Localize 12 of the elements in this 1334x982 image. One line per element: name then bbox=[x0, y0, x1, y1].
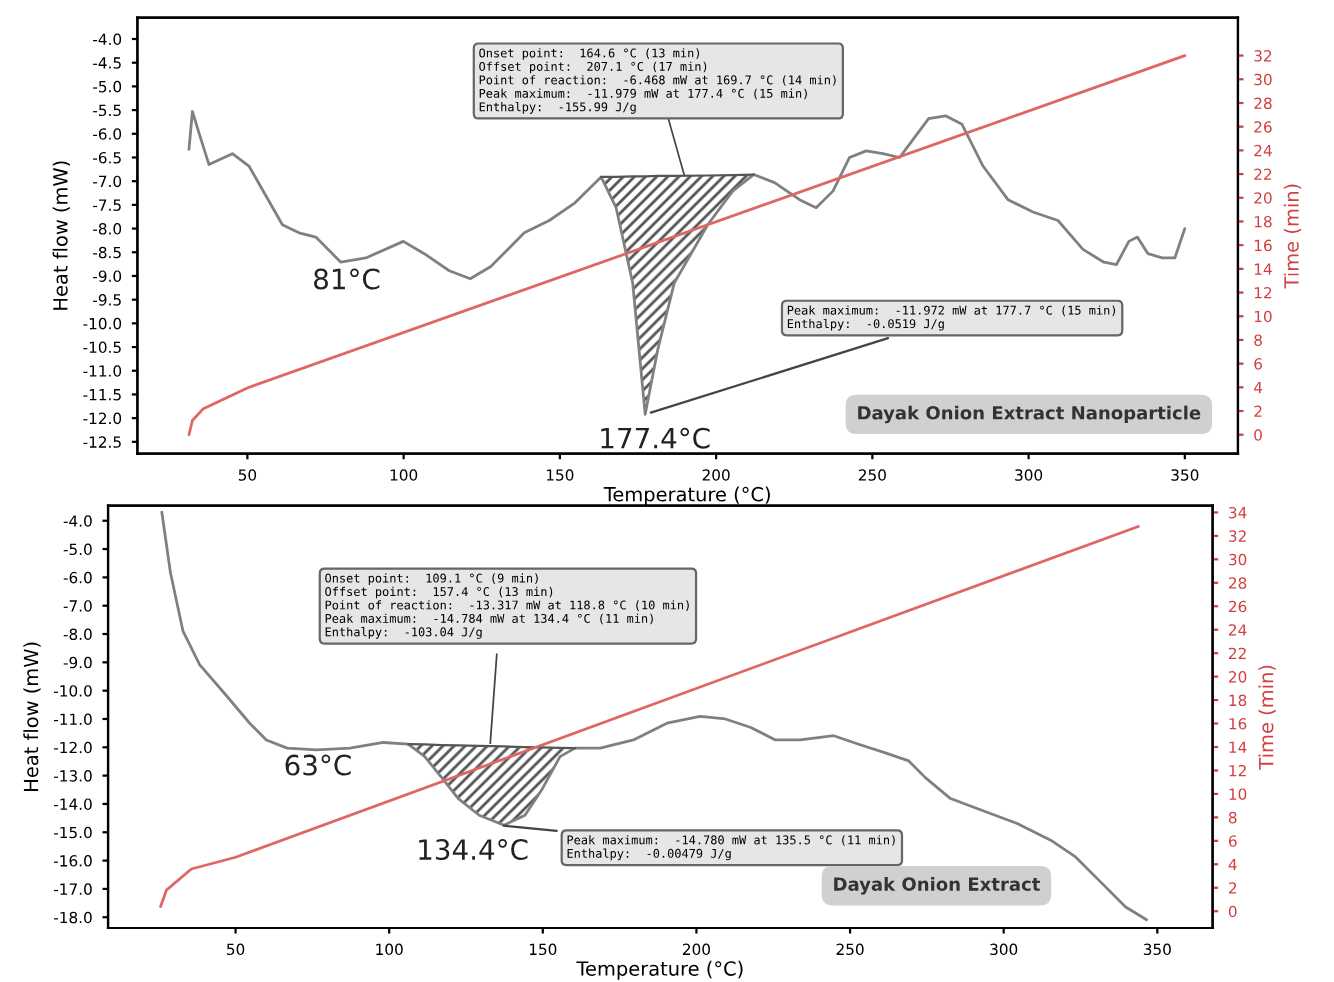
y2-axis-title: Time (min) bbox=[1283, 184, 1302, 289]
y-axis-title: Heat flow (mW) bbox=[23, 642, 41, 791]
x-axis-title: Temperature (°C) bbox=[603, 486, 770, 506]
annotation: Dayak Onion Extract bbox=[834, 876, 1040, 895]
x-axis-title: Temperature (°C) bbox=[576, 960, 743, 980]
y-axis-title: Heat flow (mW) bbox=[52, 161, 70, 310]
y2-axis-title: Time (min) bbox=[1258, 665, 1276, 770]
annotation: 134.4°C bbox=[419, 839, 528, 861]
annotation: 63°C bbox=[285, 754, 351, 776]
annotation: Dayak Onion Extract Nanoparticle bbox=[858, 405, 1201, 424]
annotation: 177.4°C bbox=[601, 427, 710, 449]
annotation: 81°C bbox=[314, 268, 380, 290]
